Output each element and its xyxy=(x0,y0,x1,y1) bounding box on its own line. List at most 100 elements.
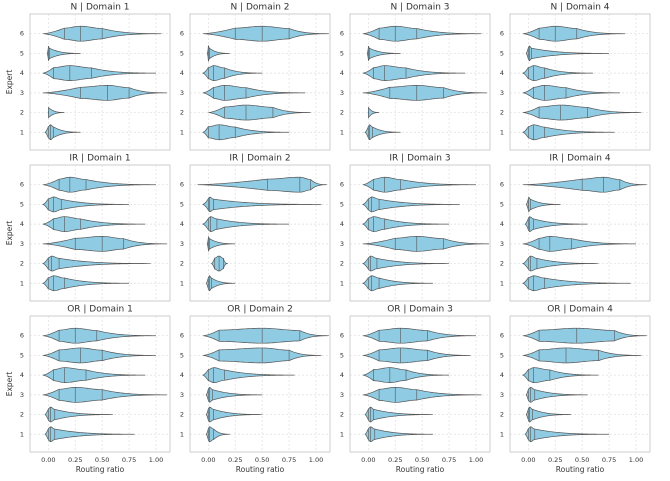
y-tick-label: 4 xyxy=(500,69,504,77)
violin xyxy=(202,327,329,344)
violin xyxy=(362,25,482,42)
y-tick-label: 5 xyxy=(20,200,24,208)
y-tick-label: 2 xyxy=(500,260,504,268)
y-tick-label: 2 xyxy=(500,109,504,117)
y-tick-label: 1 xyxy=(180,430,184,438)
x-tick-label: 0.75 xyxy=(122,456,136,464)
violin xyxy=(205,406,263,423)
violin xyxy=(42,176,157,193)
y-tick-label: 3 xyxy=(180,240,184,248)
violin xyxy=(202,216,290,232)
y-tick-label: 5 xyxy=(180,49,184,57)
x-tick-label: 1.00 xyxy=(149,456,163,464)
x-axis-label: Routing ratio xyxy=(236,465,285,474)
violin xyxy=(524,216,588,232)
y-tick-label: 5 xyxy=(340,351,344,359)
violin xyxy=(208,104,311,121)
x-tick-label: 0.00 xyxy=(361,456,375,464)
y-tick-label: 5 xyxy=(500,351,504,359)
y-tick-label: 5 xyxy=(500,200,504,208)
violin xyxy=(362,347,471,364)
violin xyxy=(522,235,637,252)
violin xyxy=(42,84,167,101)
y-tick-label: 6 xyxy=(340,332,344,340)
violin xyxy=(42,255,151,272)
y-tick-label: 4 xyxy=(20,371,24,379)
violin xyxy=(367,106,380,119)
y-axis-label: Expert xyxy=(5,221,14,246)
y-tick-label: 1 xyxy=(500,279,504,287)
y-tick-label: 2 xyxy=(340,411,344,419)
x-tick-label: 1.00 xyxy=(469,456,483,464)
panel-title: N | Domain 1 xyxy=(71,3,130,13)
y-tick-label: 5 xyxy=(500,49,504,57)
y-tick-label: 4 xyxy=(180,220,184,228)
y-tick-label: 3 xyxy=(340,89,344,97)
violin xyxy=(42,386,167,403)
y-tick-label: 6 xyxy=(20,30,24,38)
violin xyxy=(47,106,65,119)
y-tick-label: 6 xyxy=(20,332,24,340)
violin xyxy=(202,196,322,213)
y-tick-label: 3 xyxy=(340,391,344,399)
panel-title: IR | Domain 4 xyxy=(549,154,610,164)
y-tick-label: 6 xyxy=(500,181,504,189)
violin xyxy=(522,84,620,101)
y-tick-label: 2 xyxy=(180,411,184,419)
violin xyxy=(522,176,647,193)
violin xyxy=(202,25,329,42)
y-tick-label: 3 xyxy=(20,391,24,399)
violin xyxy=(362,275,433,292)
y-tick-label: 1 xyxy=(340,128,344,136)
violin xyxy=(42,367,146,383)
violin xyxy=(522,367,599,383)
violin xyxy=(362,84,487,101)
y-tick-label: 2 xyxy=(340,109,344,117)
violin xyxy=(42,216,146,232)
y-tick-label: 6 xyxy=(180,332,184,340)
violin xyxy=(364,406,433,423)
y-tick-label: 4 xyxy=(20,69,24,77)
y-tick-label: 6 xyxy=(180,30,184,38)
panel-title: OR | Domain 3 xyxy=(387,305,453,315)
y-tick-label: 5 xyxy=(180,351,184,359)
panel-title: N | Domain 2 xyxy=(231,3,290,13)
y-tick-label: 1 xyxy=(180,279,184,287)
x-tick-label: 0.25 xyxy=(228,456,242,464)
panel-title: IR | Domain 2 xyxy=(229,154,290,164)
y-tick-label: 1 xyxy=(500,128,504,136)
y-tick-label: 6 xyxy=(340,30,344,38)
y-tick-label: 5 xyxy=(340,49,344,57)
y-tick-label: 6 xyxy=(340,181,344,189)
violin xyxy=(366,45,401,61)
y-tick-label: 1 xyxy=(180,128,184,136)
violin xyxy=(202,84,306,101)
violin xyxy=(202,367,295,383)
y-tick-label: 3 xyxy=(180,391,184,399)
violin xyxy=(362,235,489,252)
y-tick-label: 6 xyxy=(500,332,504,340)
violin xyxy=(364,124,401,141)
x-tick-label: 0.75 xyxy=(282,456,296,464)
violin xyxy=(522,327,647,344)
panel-title: N | Domain 4 xyxy=(551,3,610,13)
x-axis-label: Routing ratio xyxy=(396,465,445,474)
y-tick-label: 5 xyxy=(180,200,184,208)
violin xyxy=(525,45,610,62)
x-tick-label: 1.00 xyxy=(629,456,643,464)
violin xyxy=(197,176,327,193)
violin xyxy=(362,196,460,213)
x-axis-label: Routing ratio xyxy=(76,465,125,474)
violin xyxy=(44,426,135,443)
panel-title: OR | Domain 1 xyxy=(67,305,133,315)
y-axis-label: Expert xyxy=(5,70,14,95)
violin xyxy=(42,327,157,344)
violin xyxy=(525,406,572,423)
x-tick-label: 0.50 xyxy=(575,456,589,464)
x-tick-label: 0.00 xyxy=(41,456,55,464)
y-tick-label: 3 xyxy=(500,89,504,97)
y-tick-label: 2 xyxy=(180,260,184,268)
y-tick-label: 4 xyxy=(180,69,184,77)
y-tick-label: 5 xyxy=(20,49,24,57)
